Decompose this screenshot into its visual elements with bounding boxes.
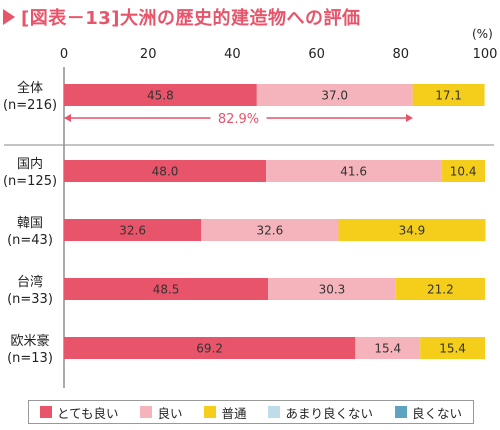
- x-tick-label: 0: [60, 47, 68, 62]
- x-tick-label: 60: [308, 47, 325, 62]
- bar-segment: [420, 337, 485, 359]
- bar-segment: [64, 278, 269, 300]
- bar-segment: [412, 84, 485, 106]
- chart-title-bar: [図表－13]大洲の歴史的建造物への評価: [0, 0, 500, 34]
- category-label: 台湾: [17, 274, 43, 290]
- bar-segment: [256, 84, 413, 106]
- category-label: 欧米豪: [10, 333, 49, 349]
- bar-segment: [268, 278, 396, 300]
- bar-segment: [64, 84, 257, 106]
- category-n-label: (n=43): [7, 233, 53, 248]
- data-label: 17.1: [435, 89, 462, 103]
- data-label: 21.2: [427, 283, 454, 297]
- axis-unit-label: (%): [472, 27, 493, 41]
- x-tick-label: 80: [393, 47, 410, 62]
- legend-label: 良くない: [411, 405, 462, 421]
- legend-item: あまり良くない: [268, 403, 373, 422]
- data-label: 45.8: [147, 89, 174, 103]
- data-label: 37.0: [321, 89, 348, 103]
- bar-segment: [338, 219, 486, 241]
- category-n-label: (n=13): [7, 351, 53, 366]
- data-label: 15.4: [439, 342, 466, 356]
- x-tick-label: 20: [140, 47, 157, 62]
- data-label: 48.5: [153, 283, 180, 297]
- data-label: 10.4: [450, 165, 477, 179]
- bar-segment: [201, 219, 339, 241]
- data-label: 15.4: [374, 342, 401, 356]
- legend-swatch: [140, 406, 153, 418]
- chart-title: [図表－13]大洲の歴史的建造物への評価: [21, 8, 361, 29]
- legend-swatch: [394, 406, 407, 418]
- category-label: 全体: [17, 80, 43, 96]
- stacked-bar-chart: (%) 0 20 40 60 80 100 全体 (n=216) 国内 (n=125) 韓国 (n=43…: [3, 27, 498, 388]
- category-label: 韓国: [17, 216, 43, 231]
- legend-item: とても良い: [39, 403, 119, 422]
- legend-swatch: [204, 406, 217, 418]
- category-n-label: (n=33): [7, 292, 53, 307]
- arrow-right-head-icon: [406, 114, 414, 122]
- chart-legend: とても良い 良い 普通 あまり良くない 良くない: [28, 400, 474, 424]
- data-label: 69.2: [196, 342, 223, 356]
- legend-swatch: [39, 406, 52, 418]
- category-label: 国内: [17, 156, 43, 172]
- legend-label: あまり良くない: [285, 405, 373, 421]
- category-n-label: (n=216): [3, 98, 57, 113]
- data-label: 41.6: [340, 165, 367, 179]
- data-label: 32.6: [257, 224, 284, 238]
- data-label: 32.6: [119, 224, 146, 238]
- bar-segment: [395, 278, 485, 300]
- data-label: 30.3: [319, 283, 346, 297]
- bar-segment: [64, 337, 356, 359]
- legend-swatch: [268, 406, 281, 418]
- title-triangle-icon: [3, 9, 15, 25]
- bar-segment: [64, 160, 267, 182]
- legend-item: 良くない: [394, 403, 462, 422]
- x-tick-label: 40: [224, 47, 241, 62]
- bar-segment: [266, 160, 442, 182]
- annotation-label: 82.9%: [218, 112, 259, 127]
- legend-label: 良い: [157, 405, 183, 421]
- bar-segment: [441, 160, 485, 182]
- x-tick-label: 100: [473, 47, 498, 62]
- bar-segment: [355, 337, 421, 359]
- legend-label: 普通: [221, 405, 247, 421]
- legend-item: 普通: [204, 403, 247, 422]
- data-label: 34.9: [399, 224, 426, 238]
- legend-label: とても良い: [56, 405, 119, 421]
- arrow-left-head-icon: [64, 114, 71, 122]
- category-n-label: (n=125): [3, 174, 57, 189]
- data-label: 48.0: [152, 165, 179, 179]
- legend-item: 良い: [140, 403, 183, 422]
- annotation-label-bg: [210, 109, 267, 127]
- bar-segment: [64, 219, 202, 241]
